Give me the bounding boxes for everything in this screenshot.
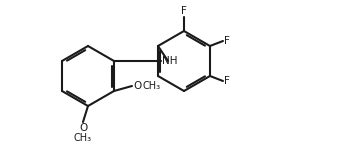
Text: F: F <box>224 36 230 46</box>
Text: CH₃: CH₃ <box>143 81 161 91</box>
Text: NH: NH <box>162 56 178 66</box>
Text: O: O <box>133 81 141 91</box>
Text: O: O <box>79 123 87 133</box>
Text: F: F <box>181 6 187 16</box>
Text: CH₃: CH₃ <box>74 133 92 143</box>
Text: F: F <box>224 76 230 86</box>
